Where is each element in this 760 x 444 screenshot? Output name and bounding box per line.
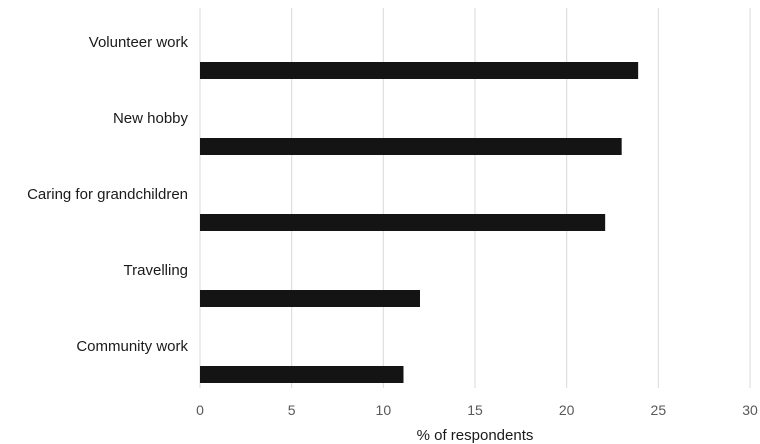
category-label: Travelling: [124, 262, 188, 279]
category-label: Volunteer work: [89, 34, 189, 51]
bar: [200, 62, 639, 79]
bar: [200, 290, 420, 307]
category-label: Community work: [76, 338, 188, 355]
bar: [200, 366, 404, 383]
x-tick-label: 0: [196, 402, 204, 418]
bar: [200, 214, 606, 231]
bars: [200, 62, 639, 383]
x-axis-title: % of respondents: [417, 427, 534, 444]
x-tick-label: 15: [467, 402, 483, 418]
x-tick-label: 5: [288, 402, 296, 418]
x-tick-label: 10: [376, 402, 392, 418]
category-labels: Volunteer work New hobby Caring for grandc…: [27, 34, 188, 355]
x-tick-label: 20: [559, 402, 575, 418]
category-label: New hobby: [113, 110, 189, 127]
category-label: Caring for grandchildren: [27, 186, 188, 203]
x-tick-labels: 0 5 10 15 20 25 30: [196, 402, 758, 418]
x-tick-label: 25: [651, 402, 667, 418]
x-tick-label: 30: [742, 402, 758, 418]
bar: [200, 138, 622, 155]
